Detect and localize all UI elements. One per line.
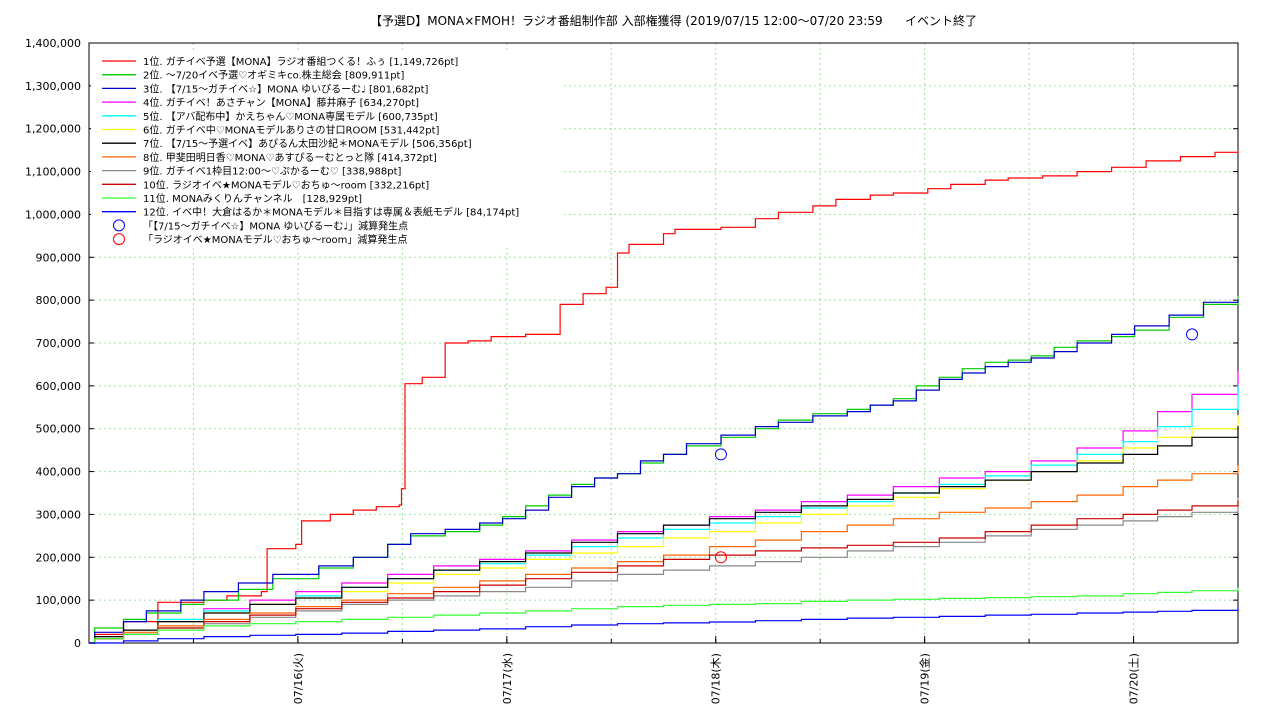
- x-tick-label: 07/18(木): [710, 653, 723, 704]
- legend-label: 1位. ガチイベ予選【MONA】ラジオ番組つくる！ふぅ [1,149,726pt…: [143, 55, 458, 68]
- series-line-11: [89, 587, 1239, 644]
- legend-marker-label: 「【7/15〜ガチイベ☆】MONA ゆいぴるーむ♩」減算発生点: [143, 219, 408, 232]
- chart-title: 【予選D】MONA×FMOH！ラジオ番組制作部 入部権獲得 (2019/07/1…: [370, 13, 883, 28]
- marker-point-2: [714, 551, 727, 564]
- x-tick-label: 07/19(金): [918, 653, 932, 704]
- marker-point-1: [714, 448, 727, 461]
- legend-marker-swatch: [113, 219, 125, 232]
- legend-label: 6位. ガチイベ中♡MONAモデルありさの甘口ROOM [531,442pt]: [143, 124, 440, 137]
- x-tick-label: 07/20(土): [1128, 653, 1141, 704]
- y-tick-label: 600,000: [36, 380, 82, 393]
- y-tick-label: 1,100,000: [25, 166, 81, 179]
- legend-label: 12位. イベ中！大倉はるか＊MONAモデル＊目指すは専属＆表紙モデル [84,…: [143, 206, 519, 219]
- legend-label: 11位. MONAみくりんチャンネル [128,929pt]: [143, 192, 362, 205]
- y-tick-label: 1,200,000: [25, 123, 81, 136]
- y-tick-label: 200,000: [36, 551, 82, 564]
- y-tick-label: 0: [74, 637, 81, 650]
- legend-label: 3位. 【7/15〜ガチイベ☆】MONA ゆいぴるーむ♩ [801,682pt]: [143, 82, 429, 95]
- legend: 1位. ガチイベ予選【MONA】ラジオ番組つくる！ふぅ [1,149,726pt…: [91, 50, 561, 248]
- series-line-10: [89, 500, 1239, 644]
- y-tick-label: 800,000: [36, 294, 82, 307]
- y-tick-label: 500,000: [36, 423, 82, 436]
- series-line-12: [89, 606, 1239, 644]
- x-tick-label: 07/17(水): [501, 653, 514, 704]
- legend-label: 9位. ガチイベ1枠目12:00〜♡ぷかるーむ♡ [338,988pt]: [143, 165, 402, 178]
- series-line-3: [89, 299, 1239, 644]
- y-tick-label: 400,000: [36, 466, 82, 479]
- legend-label: 2位. 〜7/20イベ予選♡オギミキco.株主総会 [809,911pt]: [143, 69, 404, 82]
- plot-frame: [88, 42, 1239, 644]
- chart-status: イベント終了: [905, 13, 977, 28]
- y-tick-label: 900,000: [36, 251, 82, 264]
- legend-label: 7位. 【7/15〜予選イベ】あぴるん太田沙紀＊MONAモデル [506,356…: [143, 137, 472, 150]
- y-tick-label: 700,000: [36, 337, 82, 350]
- series-lines: [89, 150, 1239, 644]
- legend-label: 5位. 【アバ配布中】かえちゃん♡MONA専属モデル [600,735pt]: [143, 110, 438, 123]
- y-tick-label: 300,000: [36, 508, 82, 521]
- y-tick-label: 1,300,000: [25, 80, 81, 93]
- y-tick-label: 100,000: [36, 594, 82, 607]
- series-line-1: [89, 150, 1239, 644]
- legend-marker-label: 「ラジオイベ★MONAモデル♡おちゅ〜room」減算発生点: [143, 233, 407, 246]
- legend-label: 8位. 甲斐田明日香♡MONA♡あすぴるーむとっと隊 [414,372pt]: [143, 151, 437, 164]
- marker-point-1: [1186, 328, 1199, 341]
- event-markers: [714, 328, 1199, 564]
- legend-background: [91, 50, 561, 248]
- y-tick-label: 1,000,000: [25, 208, 81, 221]
- y-tick-label: 1,400,000: [25, 37, 81, 50]
- x-tick-label: 07/16(火): [292, 653, 305, 704]
- legend-marker-swatch: [113, 233, 125, 246]
- legend-label: 10位. ラジオイベ★MONAモデル♡おちゅ〜room [332,216pt]: [143, 178, 429, 191]
- axes: 0 100,000 200,000 300,000 400,000 500,000 600,…: [25, 37, 1239, 704]
- legend-label: 4位. ガチイベ！あさチャン【MONA】藤井麻子 [634,270pt]: [143, 96, 419, 109]
- chart-title-group: 【予選D】MONA×FMOH！ラジオ番組制作部 入部権獲得 (2019/07/1…: [370, 13, 977, 28]
